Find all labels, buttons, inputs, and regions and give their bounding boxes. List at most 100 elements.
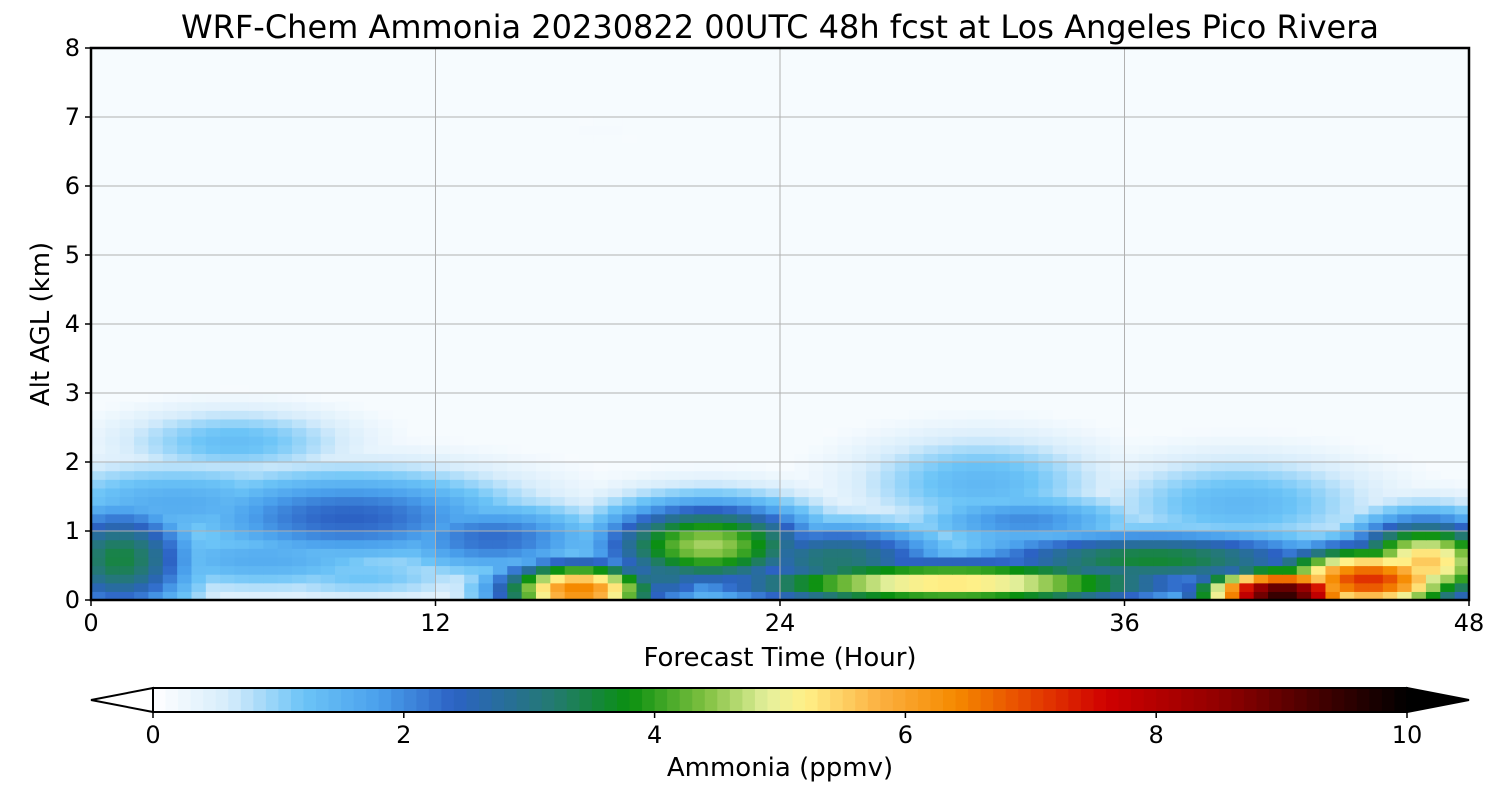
colorbar-bin — [993, 688, 1007, 712]
field-cell — [708, 582, 724, 592]
field-cell — [1038, 591, 1054, 600]
field-cell — [622, 470, 638, 480]
field-cell — [622, 539, 638, 549]
field-cell — [1368, 565, 1384, 575]
field-cell — [1311, 513, 1327, 523]
field-cell — [1138, 444, 1154, 454]
field-cell — [1110, 487, 1126, 498]
field-cell — [1153, 479, 1169, 489]
field-cell — [478, 539, 494, 549]
field-cell — [220, 565, 236, 575]
field-cell — [1382, 453, 1398, 463]
field-cell — [1224, 444, 1240, 454]
field-cell — [1354, 582, 1370, 592]
field-cell — [722, 496, 738, 506]
field-cell — [464, 522, 480, 532]
field-cell — [320, 556, 336, 567]
field-cell — [263, 401, 279, 411]
field-cell — [1325, 462, 1341, 472]
field-cell — [263, 393, 279, 403]
field-cell — [1081, 582, 1097, 592]
field-cell — [1138, 505, 1154, 515]
y-tick-label: 5 — [65, 241, 80, 269]
field-cell — [449, 444, 465, 454]
field-cell — [320, 531, 336, 541]
field-cell — [564, 453, 580, 463]
field-cell — [1024, 531, 1039, 541]
field-cell — [851, 470, 867, 480]
field-cell — [535, 453, 551, 463]
colorbar-bin — [704, 688, 718, 712]
field-cell — [880, 444, 896, 454]
field-cell — [1239, 496, 1255, 506]
colorbar-bin — [830, 688, 844, 712]
field-cell — [1181, 539, 1197, 549]
field-cell — [1124, 531, 1140, 541]
field-cell — [91, 574, 106, 584]
field-cell — [119, 548, 135, 558]
colorbar-bin — [554, 688, 568, 712]
colorbar-bin — [453, 688, 467, 712]
field-cell — [435, 539, 451, 549]
field-cell — [1124, 556, 1140, 567]
field-cell — [1325, 496, 1341, 506]
field-cell — [349, 436, 365, 446]
field-cell — [851, 496, 867, 506]
colorbar-bin — [1030, 688, 1044, 712]
field-cell — [435, 548, 451, 558]
field-cell — [636, 565, 652, 575]
field-cell — [119, 556, 135, 567]
field-cell — [349, 531, 365, 541]
field-cell — [234, 591, 250, 600]
field-cell — [794, 496, 810, 506]
field-cell — [1368, 496, 1384, 506]
field-cell — [220, 505, 236, 515]
field-cell — [1110, 513, 1126, 523]
field-cell — [736, 487, 752, 498]
field-cell — [148, 470, 164, 480]
colorbar-bin — [1381, 688, 1395, 712]
field-cell — [363, 565, 379, 575]
field-cell — [1110, 479, 1126, 489]
field-cell — [1411, 531, 1427, 541]
field-cell — [622, 531, 638, 541]
field-cell — [521, 556, 537, 567]
field-cell — [1224, 556, 1240, 567]
field-cell — [492, 556, 508, 567]
field-cell — [866, 436, 882, 446]
field-cell — [1268, 591, 1283, 600]
field-cell — [406, 539, 422, 549]
field-cell — [794, 505, 810, 515]
field-cell — [335, 453, 350, 463]
field-cell — [980, 548, 996, 558]
field-cell — [378, 505, 394, 515]
field-cell — [1081, 436, 1097, 446]
field-cell — [205, 556, 221, 567]
field-cell — [1024, 487, 1039, 498]
colorbar-bin — [566, 688, 580, 712]
field-cell — [363, 427, 379, 437]
field-cell — [392, 427, 408, 437]
field-cell — [105, 487, 121, 498]
field-cell — [1052, 556, 1068, 567]
field-cell — [866, 470, 882, 480]
field-cell — [1224, 427, 1240, 437]
field-cell — [1110, 591, 1126, 600]
field-cell — [622, 487, 638, 498]
field-cell — [1440, 505, 1456, 515]
field-cell — [1153, 582, 1169, 592]
field-cell — [1382, 548, 1398, 558]
field-cell — [894, 522, 910, 532]
field-cell — [148, 487, 164, 498]
field-cell — [995, 410, 1011, 420]
field-cell — [980, 505, 996, 515]
field-cell — [1440, 487, 1456, 498]
field-cell — [177, 591, 193, 600]
field-cell — [277, 418, 293, 429]
field-cell — [1210, 436, 1226, 446]
field-cell — [952, 548, 968, 558]
field-cell — [564, 582, 580, 592]
field-cell — [1296, 479, 1312, 489]
field-cell — [105, 522, 121, 532]
field-cell — [1095, 522, 1111, 532]
